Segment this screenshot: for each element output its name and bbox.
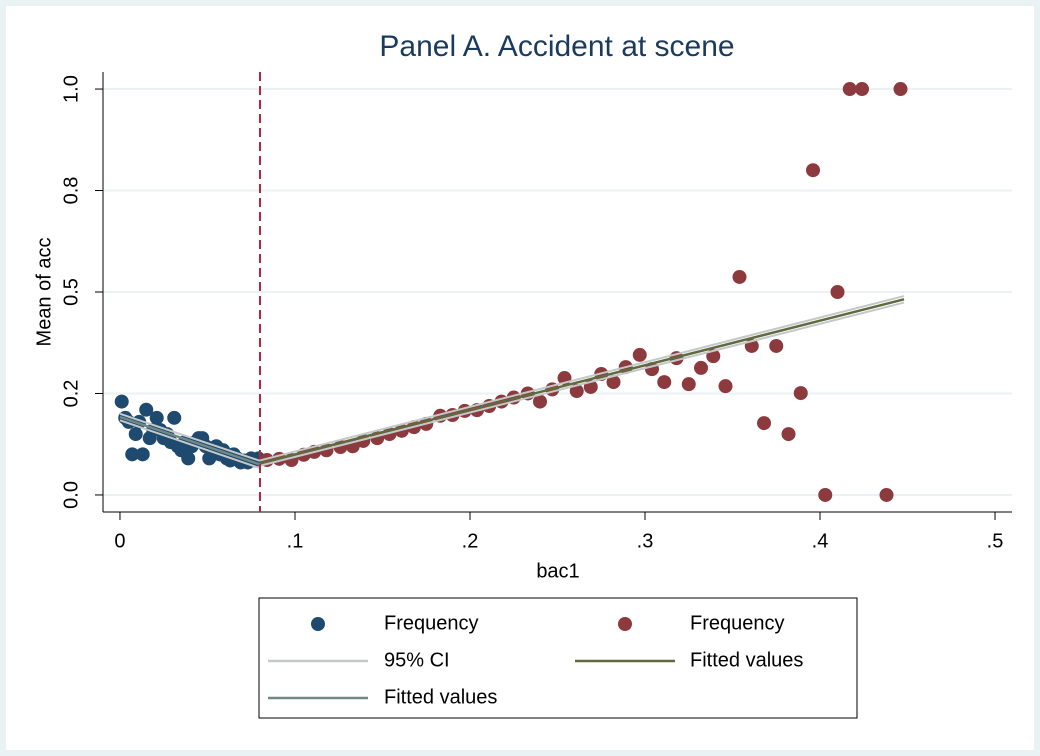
data-point bbox=[842, 82, 857, 97]
ci-upper bbox=[119, 295, 905, 462]
y-tick-label: 1.0 bbox=[60, 75, 82, 103]
data-point bbox=[532, 394, 547, 409]
y-tick-label: 0.8 bbox=[60, 177, 82, 205]
data-point bbox=[569, 384, 584, 399]
legend-label: Frequency bbox=[690, 612, 785, 634]
data-point bbox=[793, 386, 808, 401]
chart-title: Panel A. Accident at scene bbox=[379, 30, 734, 63]
data-point bbox=[135, 447, 150, 462]
data-point bbox=[149, 410, 164, 425]
x-axis-label: bac1 bbox=[536, 560, 579, 582]
legend-label: Fitted values bbox=[384, 686, 497, 708]
data-point bbox=[806, 163, 821, 178]
data-point bbox=[732, 269, 747, 284]
x-tick-label: 0 bbox=[114, 530, 125, 552]
y-tick-label: 0.0 bbox=[60, 481, 82, 509]
data-point bbox=[606, 375, 621, 390]
data-point bbox=[781, 427, 796, 442]
data-point bbox=[681, 377, 696, 392]
data-point bbox=[167, 410, 182, 425]
data-point bbox=[125, 447, 140, 462]
data-point bbox=[893, 82, 908, 97]
data-point bbox=[694, 360, 709, 375]
data-point bbox=[757, 416, 772, 431]
data-point bbox=[879, 487, 894, 502]
legend-label: Fitted values bbox=[690, 649, 803, 671]
x-tick-label: .5 bbox=[987, 530, 1004, 552]
data-point bbox=[769, 338, 784, 353]
legend-label: Frequency bbox=[384, 612, 479, 634]
data-point bbox=[139, 402, 154, 417]
legend-label: 95% CI bbox=[384, 649, 450, 671]
x-tick-label: .1 bbox=[287, 530, 304, 552]
legend-marker bbox=[311, 617, 325, 631]
x-tick-label: .4 bbox=[812, 530, 829, 552]
legend-marker bbox=[618, 617, 632, 631]
y-axis-label: Mean of acc bbox=[33, 238, 55, 347]
fitted-line bbox=[259, 298, 905, 465]
data-point bbox=[855, 82, 870, 97]
y-tick-label: 0.5 bbox=[60, 278, 82, 306]
data-point bbox=[657, 375, 672, 390]
data-point bbox=[114, 394, 129, 409]
x-tick-label: .2 bbox=[462, 530, 479, 552]
data-point bbox=[181, 451, 196, 466]
fitted-line bbox=[119, 415, 261, 466]
data-point bbox=[718, 379, 733, 394]
data-point bbox=[632, 347, 647, 362]
data-point bbox=[830, 285, 845, 299]
data-point bbox=[128, 427, 143, 442]
x-tick-label: .3 bbox=[637, 530, 654, 552]
data-point bbox=[818, 487, 833, 502]
y-tick-label: 0.2 bbox=[60, 380, 82, 408]
ci-lower bbox=[119, 301, 905, 470]
